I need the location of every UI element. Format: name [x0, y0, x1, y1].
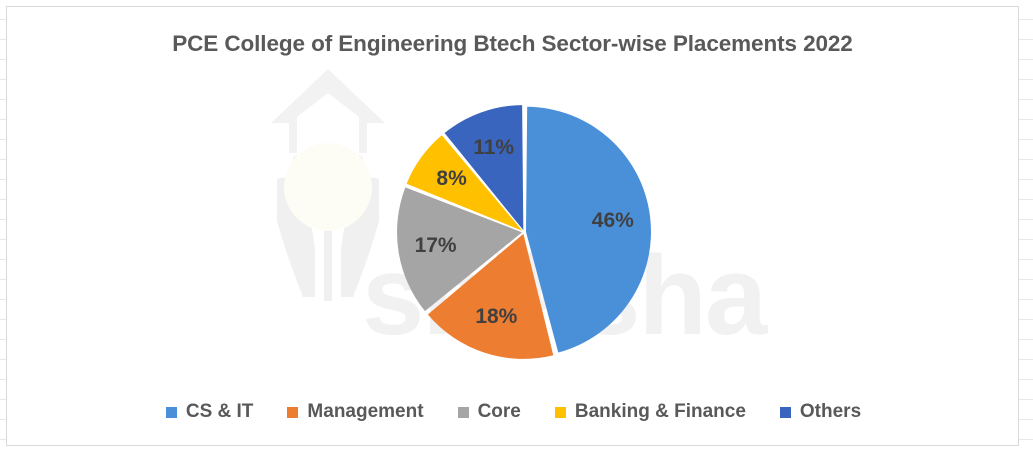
- pie-slice[interactable]: [427, 233, 554, 359]
- legend-label: Banking & Finance: [574, 401, 746, 422]
- chart-title: PCE College of Engineering Btech Sector-…: [172, 31, 853, 56]
- pie-slice[interactable]: [406, 135, 523, 231]
- pie-slice-label: 46%: [591, 208, 634, 232]
- legend-swatch-icon: [287, 406, 299, 418]
- legend-item[interactable]: Banking & Finance: [554, 401, 746, 423]
- pie-slice-label: 18%: [475, 305, 518, 329]
- legend-item[interactable]: Others: [779, 401, 862, 423]
- legend-item[interactable]: Core: [457, 401, 521, 423]
- legend-swatch-icon: [457, 406, 469, 418]
- pie-chart: 46% 18% 17% 8% 11%: [393, 101, 655, 363]
- legend-swatch-icon: [165, 406, 177, 418]
- pie-slice-label: 17%: [414, 234, 457, 257]
- pie-slices: [397, 105, 651, 359]
- pie-slice-label: 11%: [473, 135, 515, 159]
- pie-slice-label: 8%: [436, 167, 467, 191]
- pie-slice[interactable]: [444, 105, 524, 231]
- plot-area: shiksha 46%18%17%8%11%: [7, 65, 1020, 395]
- legend-item[interactable]: Management: [287, 401, 424, 423]
- pie-slice[interactable]: [525, 106, 651, 353]
- chart-object-frame[interactable]: PCE College of Engineering Btech Sector-…: [6, 6, 1019, 446]
- graduation-cap-logo-icon: [271, 69, 385, 301]
- legend-label: CS & IT: [185, 401, 254, 422]
- legend-swatch-icon: [779, 406, 791, 418]
- legend-item[interactable]: CS & IT: [165, 401, 254, 423]
- chart-legend: CS & IT Management Core Banking & Finance Ot…: [7, 401, 1020, 423]
- legend-label: Core: [477, 401, 521, 422]
- legend-label: Others: [799, 401, 862, 422]
- pie-slice[interactable]: [397, 187, 523, 312]
- legend-label: Management: [307, 401, 424, 422]
- legend-swatch-icon: [554, 406, 566, 418]
